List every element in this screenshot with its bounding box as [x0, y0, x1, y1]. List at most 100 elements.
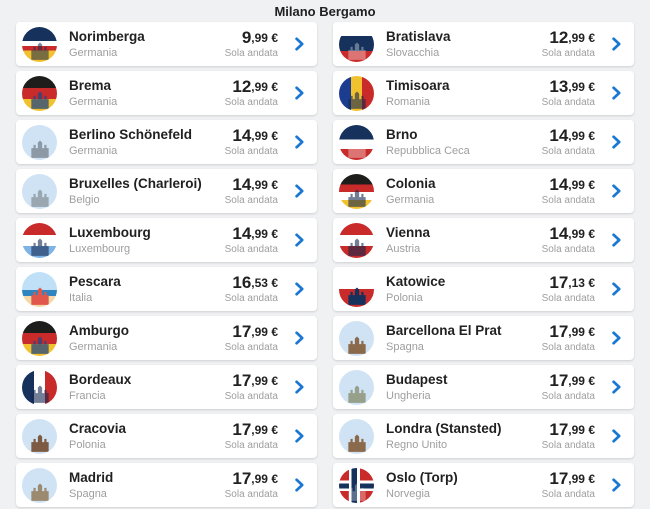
destination-text: Bordeaux Francia	[69, 372, 219, 403]
fare-type-label: Sola andata	[541, 342, 595, 353]
destination-city: Katowice	[386, 273, 446, 289]
brussels-atomium-icon	[22, 173, 57, 209]
destination-card[interactable]: Norimberga Germania 9 ,99 € Sola andata	[16, 22, 317, 66]
destination-card[interactable]: Brno Repubblica Ceca 14 ,99 € Sola andat…	[333, 120, 634, 164]
price-whole: 17	[549, 273, 569, 292]
destination-card[interactable]: Pescara Italia 16 ,53 € Sola andata	[16, 267, 317, 311]
chevron-right-icon[interactable]	[608, 232, 624, 248]
price-block: 17 ,13 € Sola andata	[542, 274, 595, 304]
destination-city: Berlino Schönefeld	[69, 126, 193, 142]
fare-type-label: Sola andata	[541, 146, 595, 157]
price-block: 12 ,99 € Sola andata	[225, 78, 278, 108]
destination-text: Madrid Spagna	[69, 470, 219, 501]
destination-card[interactable]: Bordeaux Francia 17 ,99 € Sola andata	[16, 365, 317, 409]
destination-text: Londra (Stansted) Regno Unito	[386, 421, 536, 452]
price-whole: 9	[241, 28, 252, 47]
chevron-right-icon[interactable]	[291, 134, 307, 150]
price-decimals-currency: ,99 €	[251, 374, 278, 388]
destination-card[interactable]: Barcellona El Prat Spagna 17 ,99 € Sola …	[333, 316, 634, 360]
chevron-right-icon[interactable]	[291, 281, 307, 297]
chevron-right-icon[interactable]	[608, 379, 624, 395]
destination-card[interactable]: Colonia Germania 14 ,99 € Sola andata	[333, 169, 634, 213]
price-whole: 17	[232, 469, 252, 488]
price-decimals-currency: ,99 €	[568, 129, 595, 143]
destination-city: Colonia	[386, 175, 436, 191]
destination-text: Katowice Polonia	[386, 274, 536, 305]
destination-card[interactable]: Madrid Spagna 17 ,99 € Sola andata	[16, 463, 317, 507]
price-block: 14 ,99 € Sola andata	[542, 176, 595, 206]
katowice-landmark-flag-icon	[339, 271, 374, 307]
destination-card[interactable]: Bratislava Slovacchia 12 ,99 € Sola anda…	[333, 22, 634, 66]
destination-text: Cracovia Polonia	[69, 421, 219, 452]
price: 14 ,99 €	[232, 176, 278, 194]
destination-card[interactable]: Londra (Stansted) Regno Unito 17 ,99 € S…	[333, 414, 634, 458]
price-decimals-currency: ,99 €	[251, 129, 278, 143]
destination-city: Brema	[69, 77, 112, 93]
chevron-right-icon[interactable]	[608, 477, 624, 493]
destination-city: Pescara	[69, 273, 121, 289]
price-block: 17 ,99 € Sola andata	[225, 372, 278, 402]
chevron-right-icon[interactable]	[291, 330, 307, 346]
price-decimals-currency: ,99 €	[568, 374, 595, 388]
chevron-right-icon[interactable]	[291, 379, 307, 395]
fare-type-label: Sola andata	[224, 146, 278, 157]
price-block: 16 ,53 € Sola andata	[225, 274, 278, 304]
fare-type-label: Sola andata	[224, 97, 278, 108]
krakow-church-icon	[22, 418, 57, 454]
destination-card[interactable]: Vienna Austria 14 ,99 € Sola andata	[333, 218, 634, 262]
destination-card[interactable]: Timisoara Romania 13 ,99 € Sola andata	[333, 71, 634, 115]
destination-city: Bratislava	[386, 28, 451, 44]
fare-type-label: Sola andata	[541, 244, 595, 255]
destination-card[interactable]: Brema Germania 12 ,99 € Sola andata	[16, 71, 317, 115]
chevron-right-icon[interactable]	[608, 134, 624, 150]
destination-card[interactable]: Budapest Ungheria 17 ,99 € Sola andata	[333, 365, 634, 409]
price: 14 ,99 €	[232, 127, 278, 145]
price-decimals-currency: ,99 €	[568, 80, 595, 94]
destination-text: Brno Repubblica Ceca	[386, 127, 536, 158]
london-big-ben-icon	[339, 418, 374, 454]
chevron-right-icon[interactable]	[608, 85, 624, 101]
price-decimals-currency: ,13 €	[568, 276, 595, 290]
price-decimals-currency: ,99 €	[251, 472, 278, 486]
chevron-right-icon[interactable]	[291, 232, 307, 248]
destination-city: Vienna	[386, 224, 431, 240]
chevron-right-icon[interactable]	[291, 85, 307, 101]
destination-country: Polonia	[386, 291, 423, 304]
fare-type-label: Sola andata	[224, 342, 278, 353]
price: 17 ,99 €	[232, 323, 278, 341]
price-whole: 14	[549, 126, 569, 145]
destination-card[interactable]: Luxembourg Luxembourg 14 ,99 € Sola anda…	[16, 218, 317, 262]
destination-city: Brno	[386, 126, 418, 142]
price-decimals-currency: ,99 €	[251, 178, 278, 192]
chevron-right-icon[interactable]	[608, 428, 624, 444]
destinations-grid: Norimberga Germania 9 ,99 € Sola andata …	[16, 22, 634, 507]
price: 12 ,99 €	[549, 29, 595, 47]
chevron-right-icon[interactable]	[291, 477, 307, 493]
chevron-right-icon[interactable]	[608, 36, 624, 52]
chevron-right-icon[interactable]	[608, 281, 624, 297]
chevron-right-icon[interactable]	[608, 183, 624, 199]
destination-country: Austria	[386, 242, 421, 255]
page-title: Milano Bergamo	[274, 4, 376, 19]
chevron-right-icon[interactable]	[291, 428, 307, 444]
destination-text: Amburgo Germania	[69, 323, 219, 354]
destination-card[interactable]: Katowice Polonia 17 ,13 € Sola andata	[333, 267, 634, 311]
destination-card[interactable]: Amburgo Germania 17 ,99 € Sola andata	[16, 316, 317, 360]
destination-card[interactable]: Oslo (Torp) Norvegia 17 ,99 € Sola andat…	[333, 463, 634, 507]
price-whole: 12	[232, 77, 252, 96]
chevron-right-icon[interactable]	[291, 36, 307, 52]
destination-text: Barcellona El Prat Spagna	[386, 323, 536, 354]
chevron-right-icon[interactable]	[608, 330, 624, 346]
price-block: 14 ,99 € Sola andata	[542, 127, 595, 157]
chevron-right-icon[interactable]	[291, 183, 307, 199]
destination-text: Luxembourg Luxembourg	[69, 225, 219, 256]
destination-card[interactable]: Bruxelles (Charleroi) Belgio 14 ,99 € So…	[16, 169, 317, 213]
price: 17 ,99 €	[549, 372, 595, 390]
destination-country: Germania	[69, 95, 118, 108]
pescara-beach-icon	[22, 271, 57, 307]
price: 12 ,99 €	[232, 78, 278, 96]
fare-type-label: Sola andata	[224, 48, 278, 59]
destination-card[interactable]: Cracovia Polonia 17 ,99 € Sola andata	[16, 414, 317, 458]
destination-card[interactable]: Berlino Schönefeld Germania 14 ,99 € Sol…	[16, 120, 317, 164]
price-decimals-currency: ,99 €	[251, 80, 278, 94]
